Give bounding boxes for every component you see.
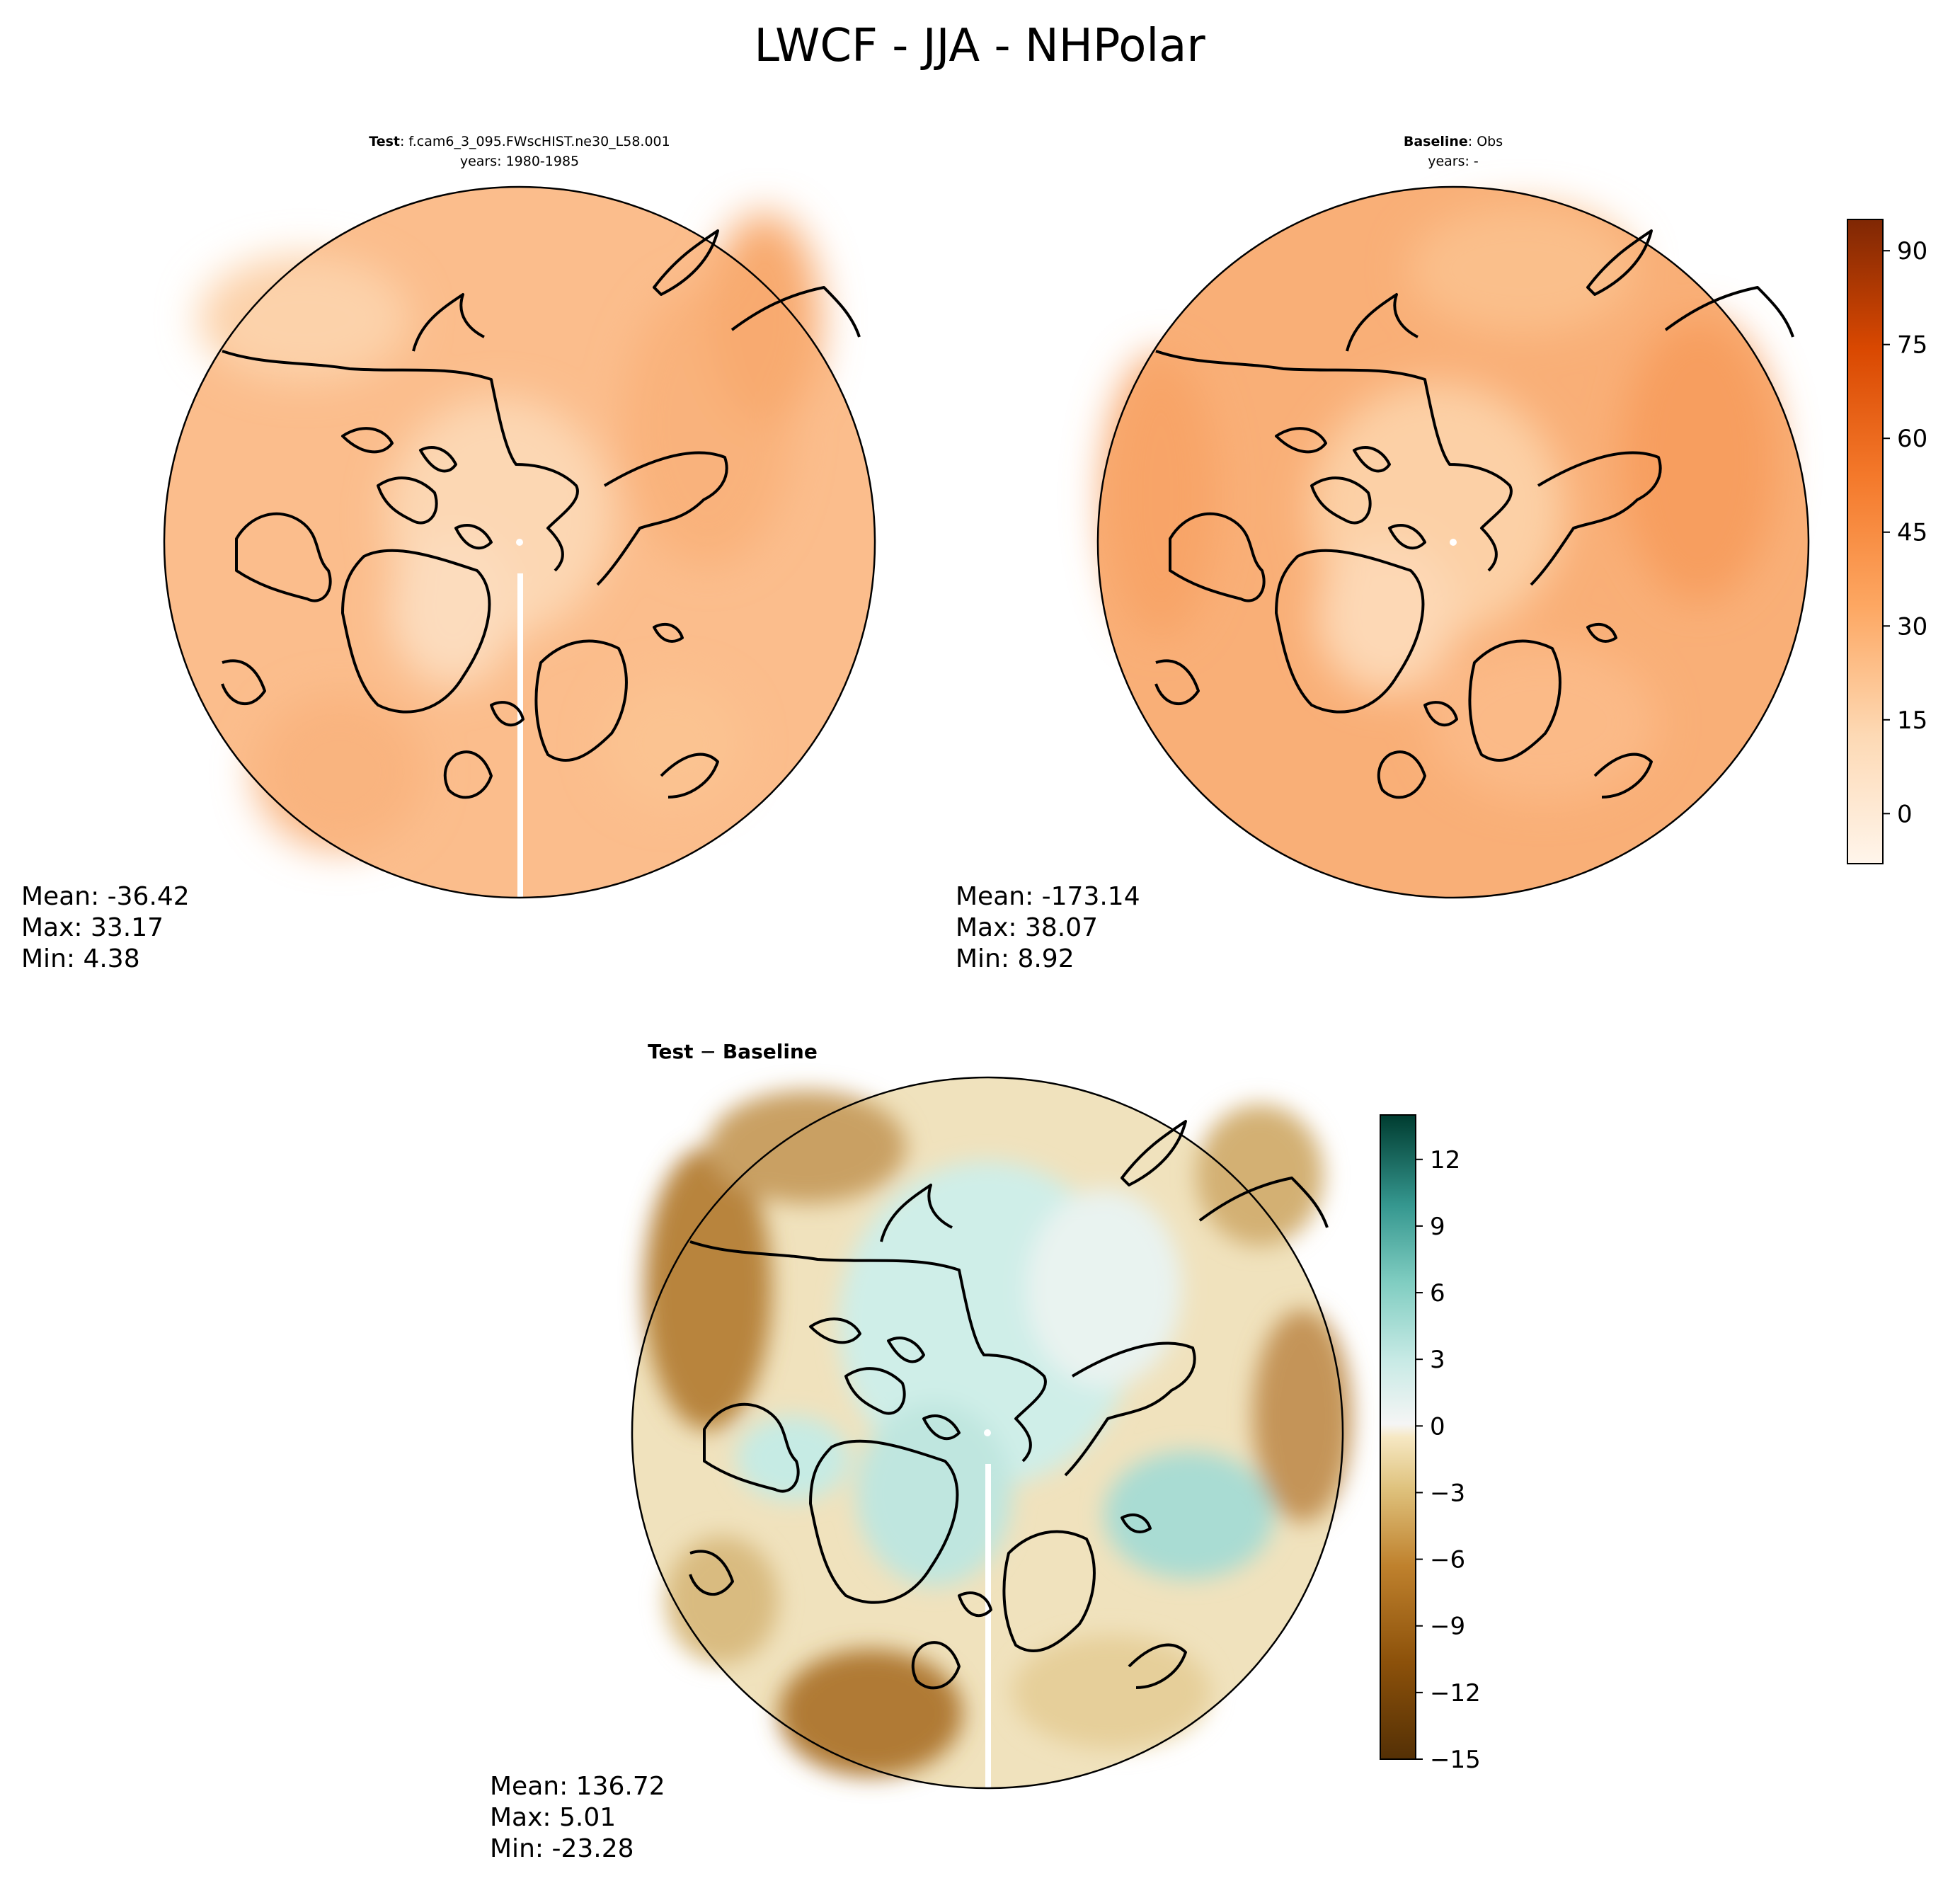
baseline-label-bold: Baseline: [1404, 134, 1468, 149]
diff-coastlines: [689, 1120, 1329, 1690]
diff-title: Test − Baseline: [648, 1040, 818, 1063]
test-years: years: 1980-1985: [460, 154, 579, 169]
diff-stat-mean: Mean: 136.72: [490, 1772, 665, 1801]
diff-field-shading: [644, 1090, 1352, 1777]
shared-colorbar: 0 15 30 45 60 75 90: [1847, 219, 1927, 864]
colorbar-tick-label: 0: [1430, 1412, 1445, 1441]
colorbar-tick-label: 75: [1897, 331, 1927, 360]
colorbar-tick-label: 6: [1430, 1279, 1445, 1308]
diff-colorbar-ticks: 12 9 6 3 0 −3 −6 −9 −12 −15: [1416, 1146, 1481, 1774]
colorbar-tick-label: 9: [1430, 1213, 1445, 1241]
colorbar-tick-label: 0: [1897, 800, 1913, 828]
test-stat-min: Min: 4.38: [21, 944, 140, 973]
test-stat-mean: Mean: -36.42: [21, 882, 190, 911]
diff-stat-max: Max: 5.01: [490, 1803, 616, 1832]
baseline-stat-mean: Mean: -173.14: [956, 882, 1140, 911]
baseline-subtitle: Baseline: Obs: [1404, 134, 1503, 149]
baseline-map: [1096, 185, 1810, 899]
diff-map-border: [631, 1076, 1344, 1790]
colorbar-tick-label: −12: [1430, 1679, 1481, 1707]
test-panel: Test: f.cam6_3_095.FWscHIST.ne30_L58.001…: [21, 134, 876, 973]
diff-map: [631, 1076, 1352, 1790]
test-map-border: [163, 185, 876, 899]
colorbar-tick-label: 45: [1897, 519, 1927, 547]
test-field-shading: [198, 212, 821, 849]
test-missing-wedge: [517, 573, 523, 899]
colorbar-tick-label: 12: [1430, 1146, 1460, 1174]
diff-label-sep: −: [694, 1040, 723, 1063]
diff-panel: Test − Baseline: [490, 1040, 1481, 1863]
colorbar-tick-label: −9: [1430, 1613, 1465, 1641]
test-label-bold: Test: [369, 134, 400, 149]
baseline-stat-min: Min: 8.92: [956, 944, 1074, 973]
colorbar-tick-label: 90: [1897, 237, 1927, 265]
colorbar-tick-label: −3: [1430, 1479, 1465, 1507]
colorbar-tick-label: 60: [1897, 425, 1927, 453]
colorbar-tick-label: 15: [1897, 706, 1927, 735]
baseline-label-rest: : Obs: [1468, 134, 1503, 149]
colorbar-tick-label: 30: [1897, 612, 1927, 641]
test-label-rest: : f.cam6_3_095.FWscHIST.ne30_L58.001: [400, 134, 670, 149]
colorbar-tick-label: −15: [1430, 1746, 1481, 1774]
colorbar-tick-label: 3: [1430, 1346, 1445, 1374]
diff-missing-wedge: [985, 1464, 991, 1790]
baseline-years: years: -: [1428, 154, 1479, 169]
diff-label-a: Test: [648, 1040, 693, 1063]
baseline-pole-marker: [1450, 539, 1457, 546]
test-stat-max: Max: 33.17: [21, 913, 164, 942]
diff-label-b: Baseline: [723, 1040, 818, 1063]
test-pole-marker: [516, 539, 523, 546]
test-subtitle: Test: f.cam6_3_095.FWscHIST.ne30_L58.001: [369, 134, 670, 149]
colorbar-tick-label: −6: [1430, 1546, 1465, 1574]
baseline-coastlines: [1154, 229, 1794, 799]
baseline-field-shading: [1104, 205, 1777, 800]
shared-colorbar-ticks: 0 15 30 45 60 75 90: [1883, 237, 1927, 828]
test-coastlines: [221, 229, 861, 799]
diff-pole-marker: [984, 1429, 991, 1436]
baseline-map-border: [1096, 185, 1810, 899]
diff-colorbar-fill: [1380, 1114, 1416, 1760]
figure-title: LWCF - JJA - NHPolar: [754, 20, 1205, 72]
diff-colorbar: 12 9 6 3 0 −3 −6 −9 −12 −15: [1380, 1114, 1481, 1774]
diff-stat-min: Min: -23.28: [490, 1834, 634, 1863]
baseline-stat-max: Max: 38.07: [956, 913, 1098, 942]
shared-colorbar-fill: [1847, 219, 1884, 864]
baseline-panel: Baseline: Obs years: -: [956, 134, 1810, 973]
test-map: [163, 185, 876, 899]
